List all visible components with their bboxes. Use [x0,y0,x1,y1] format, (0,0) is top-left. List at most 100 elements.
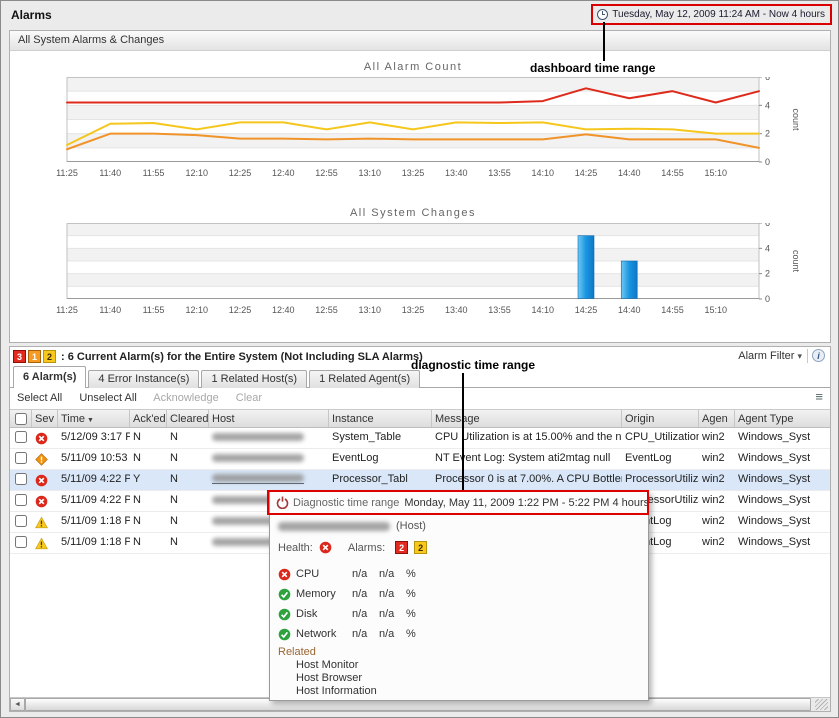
row-checkbox[interactable] [15,473,27,485]
alarm-acked: N [133,431,141,443]
related-header: Related [278,646,316,658]
svg-text:0: 0 [765,157,770,167]
column-header-message[interactable]: Message [432,410,622,427]
column-header-agent-type[interactable]: Agent Type [738,413,794,425]
row-checkbox-cell[interactable] [10,512,32,532]
metric-name[interactable]: Disk [296,608,318,620]
table-header: Sev Time ▼ Ack'ed Cleared Host Instance M… [10,409,830,428]
popup-fatal-badge: 2 [395,541,409,554]
related-link[interactable]: Host Monitor [296,659,359,671]
alarm-acked: N [133,452,141,464]
row-checkbox[interactable] [15,431,27,443]
alarm-host [209,512,329,532]
column-header-cleared[interactable]: Cleared [167,410,209,427]
alarms-label: Alarms: [347,541,386,554]
alarm-agent-type: Windows_Syst [738,473,811,485]
svg-text:14:25: 14:25 [575,168,598,178]
alarm-agent-type: Windows_Syst [738,515,811,527]
table-row[interactable]: 5/11/09 10:53 N N EventLog NT Event Log: Sys… [10,449,830,470]
select-all-checkbox-cell[interactable] [10,410,32,427]
normal-icon [278,608,291,620]
alarms-summary: 3 1 2 : 6 Current Alarm(s) for the Entir… [13,349,423,364]
critical-count-badge: 1 [28,350,41,363]
alarm-cleared: N [170,473,178,485]
sort-desc-icon: ▼ [87,417,94,424]
host-diagnostic-popup: Diagnostic time range Monday, May 11, 20… [269,491,649,701]
svg-text:14:10: 14:10 [531,305,554,315]
alarm-agent: win2 [702,494,725,506]
clear-button[interactable]: Clear [235,392,263,404]
alarm-message: NT Event Log: System ati2mtag null [435,452,611,464]
resize-grip-icon[interactable] [815,699,828,710]
time-range-control[interactable]: Tuesday, May 12, 2009 11:24 AM - Now 4 h… [591,4,832,25]
alarm-filter-label: Alarm Filter [738,350,795,362]
annotation-diagnostic-label: diagnostic time range [411,358,536,372]
column-header-acked[interactable]: Ack'ed [130,410,167,427]
redacted-host-blur [212,433,304,442]
unselect-all-button[interactable]: Unselect All [79,392,137,404]
svg-text:13:55: 13:55 [488,305,511,315]
tab-related-agents[interactable]: 1 Related Agent(s) [309,370,421,388]
alarm-host[interactable] [209,470,329,490]
column-header-agent[interactable]: Agen [699,410,735,427]
alarm-filter-button[interactable]: Alarm Filter ▾ [738,350,802,362]
svg-text:2: 2 [765,269,770,279]
row-checkbox[interactable] [15,494,27,506]
row-checkbox-cell[interactable] [10,491,32,511]
alarm-host [209,533,329,553]
table-row[interactable]: 5/11/09 4:22 P Y N Processor_Tabl Processor … [10,470,830,491]
svg-text:14:10: 14:10 [531,168,554,178]
info-icon[interactable]: i [812,349,825,362]
alarm-cleared: N [170,494,178,506]
tab-bar: 6 Alarm(s) 4 Error Instance(s) 1 Related… [13,366,422,388]
metric-value-2: n/a [379,628,395,640]
customizer-icon[interactable]: ≡ [815,389,823,404]
alarm-severity-icon [32,533,58,553]
row-checkbox-cell[interactable] [10,470,32,490]
metric-value-2: n/a [379,588,395,600]
row-checkbox-cell[interactable] [10,533,32,553]
alarm-agent: win2 [702,452,725,464]
related-link[interactable]: Host Browser [296,672,363,684]
table-row[interactable]: 5/12/09 3:17 P N N System_Table CPU Utilizat… [10,428,830,449]
svg-text:12:10: 12:10 [185,168,208,178]
column-header-instance[interactable]: Instance [329,410,432,427]
related-link[interactable]: Host Information [296,685,377,697]
column-header-host[interactable]: Host [209,410,329,427]
tab-alarms[interactable]: 6 Alarm(s) [13,366,87,388]
alarm-time: 5/11/09 4:22 P [61,494,130,506]
tab-error-instances[interactable]: 4 Error Instance(s) [88,370,200,388]
row-checkbox[interactable] [15,452,27,464]
svg-text:15:10: 15:10 [704,168,727,178]
warning-icon [35,537,48,550]
column-header-sev[interactable]: Sev [32,410,58,427]
redacted-host-blur [212,517,304,526]
select-all-checkbox[interactable] [14,413,27,425]
svg-text:12:25: 12:25 [229,168,252,178]
column-header-time[interactable]: Time ▼ [58,410,130,427]
metric-name[interactable]: CPU [296,568,320,580]
scroll-left-button[interactable]: ◄ [10,698,25,711]
column-header-origin[interactable]: Origin [622,410,699,427]
metric-name[interactable]: Memory [296,588,336,600]
row-checkbox[interactable] [15,515,27,527]
metric-row: Memory n/a n/a% [278,584,416,604]
metric-name[interactable]: Network [296,628,337,640]
alarms-changes-panel: All System Alarms & Changes All Alarm Co… [9,30,831,343]
tab-related-hosts[interactable]: 1 Related Host(s) [201,370,308,388]
row-checkbox[interactable] [15,536,27,548]
alarm-origin: EventLog [625,452,672,464]
popup-host-type: (Host) [396,520,426,532]
column-header-time-label: Time [61,413,86,425]
row-checkbox-cell[interactable] [10,428,32,448]
acknowledge-button[interactable]: Acknowledge [153,392,219,404]
alarm-count-chart: 0 2 4 6 count 11:25 11:40 11:55 12:10 12:25 12:40 1… [10,72,810,187]
select-all-button[interactable]: Select All [17,392,63,404]
fatal-icon [35,474,48,487]
popup-warning-badge: 2 [414,541,428,554]
warning-count-badge: 2 [43,350,56,363]
row-checkbox-cell[interactable] [10,449,32,469]
svg-text:14:40: 14:40 [618,305,641,315]
alarm-agent: win2 [702,473,725,485]
